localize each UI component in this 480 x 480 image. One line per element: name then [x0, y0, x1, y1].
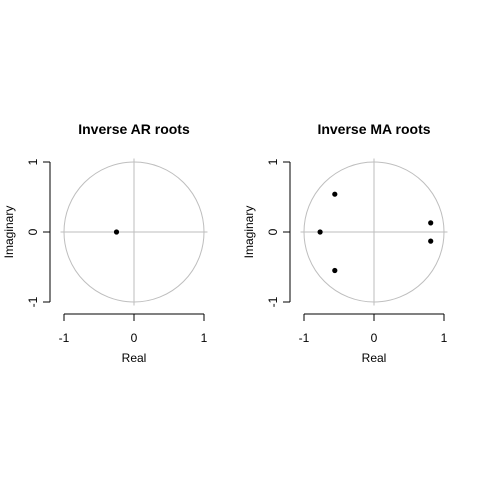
root-point [428, 238, 434, 244]
x-tick-label: -1 [59, 331, 70, 345]
y-tick-label: 0 [266, 228, 280, 235]
panel-ma-roots: Inverse MA roots Real Imaginary -1 0 1 -… [242, 121, 448, 365]
root-point [113, 229, 120, 235]
unit-circle [303, 161, 445, 303]
unit-circle [63, 161, 205, 303]
x-axis-title: Real [122, 351, 147, 365]
panel-title: Inverse MA roots [317, 121, 430, 137]
x-axis: -1 0 1 [59, 313, 208, 345]
y-axis: -1 0 1 [26, 158, 51, 307]
y-tick-label: -1 [266, 296, 280, 307]
y-tick-label: 1 [26, 158, 40, 165]
y-tick-label: 1 [266, 158, 280, 165]
root-point [317, 229, 323, 235]
root-point [428, 220, 434, 226]
root-point [332, 267, 338, 274]
plot-area [60, 158, 208, 306]
y-tick-label: -1 [26, 296, 40, 307]
panel-ar-roots: Inverse AR roots Real Imaginary -1 0 1 -… [2, 121, 208, 365]
x-tick-label: -1 [299, 331, 310, 345]
y-tick-label: 0 [26, 228, 40, 235]
x-tick-label: 1 [201, 331, 208, 345]
x-tick-label: 0 [131, 331, 138, 345]
x-tick-label: 0 [371, 331, 378, 345]
panel-title: Inverse AR roots [78, 121, 190, 137]
plot-area [300, 158, 448, 306]
y-axis-title: Imaginary [2, 206, 16, 259]
y-axis-title: Imaginary [242, 206, 256, 259]
y-axis: -1 0 1 [266, 158, 291, 307]
root-point [332, 191, 338, 197]
x-axis: -1 0 1 [299, 313, 448, 345]
x-tick-label: 1 [441, 331, 448, 345]
x-axis-title: Real [362, 351, 387, 365]
